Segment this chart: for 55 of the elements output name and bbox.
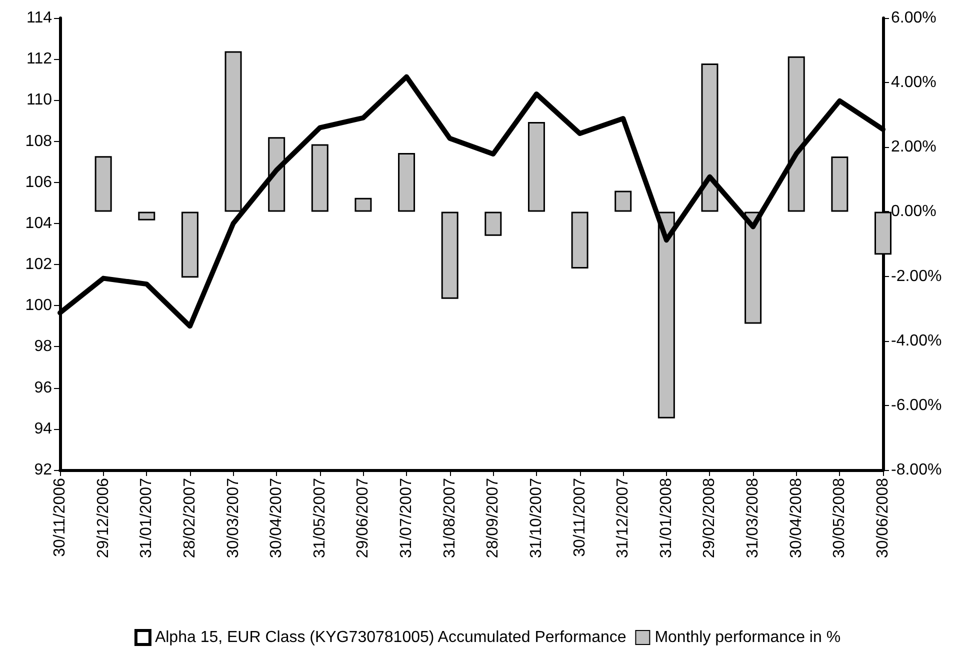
bar <box>398 152 416 212</box>
y-tick-label: 114 <box>26 10 52 26</box>
x-tick-label: 28/02/2007 <box>181 478 198 558</box>
y2-tick-label: -4.00% <box>891 332 942 350</box>
x-tick-label: 29/06/2007 <box>354 478 372 558</box>
y2-tick-label: -6.00% <box>891 396 942 414</box>
x-tick-label: 31/01/2007 <box>138 478 156 558</box>
y2-tick-label: 2.00% <box>891 138 936 156</box>
y2-tick-label: -2.00% <box>891 268 942 285</box>
legend-label: Monthly performance in % <box>654 629 841 646</box>
y-tick-label: 102 <box>25 256 52 274</box>
bar <box>94 156 112 212</box>
y-tick-label: 100 <box>25 297 52 314</box>
x-tick-label: 31/10/2007 <box>528 478 545 558</box>
bar <box>744 212 762 324</box>
y-tick-label: 110 <box>26 92 52 109</box>
x-tick-label: 28/09/2007 <box>484 478 502 558</box>
bar <box>484 212 502 236</box>
x-tick-label: 31/12/2007 <box>614 478 632 558</box>
bar <box>354 198 372 212</box>
x-tick-label: 31/05/2007 <box>311 478 328 558</box>
x-tick-label: 30/06/2008 <box>874 478 892 558</box>
bar <box>441 212 458 299</box>
bar <box>181 212 198 278</box>
x-tick-label: 31/08/2007 <box>441 478 458 558</box>
x-tick-label: 30/04/2007 <box>268 478 286 558</box>
x-tick-label: 30/04/2008 <box>788 478 805 558</box>
y-tick-label: 108 <box>25 132 52 150</box>
x-tick-label: 31/01/2008 <box>658 478 675 558</box>
bar <box>311 144 328 212</box>
bar <box>614 190 632 212</box>
x-tick-label: 30/11/2006 <box>52 478 68 557</box>
y-tick-label: 92 <box>34 462 52 478</box>
y2-tick-label: 0.00% <box>891 203 936 220</box>
x-tick-label: 30/05/2008 <box>831 478 848 558</box>
x-tick-label: 30/03/2007 <box>224 478 242 558</box>
y2-tick-label: 6.00% <box>891 10 936 26</box>
x-tick-label: 30/11/2007 <box>571 478 588 557</box>
bar <box>528 122 545 212</box>
y2-tick-label: -8.00% <box>891 462 942 478</box>
bar <box>831 156 848 212</box>
y-tick-label: 106 <box>25 174 52 191</box>
y-tick-label: 104 <box>25 214 52 232</box>
x-tick-label: 31/07/2007 <box>398 478 416 558</box>
y-tick-label: 94 <box>34 420 52 438</box>
y2-tick-label: 4.00% <box>891 74 936 92</box>
x-tick-label: 29/02/2008 <box>701 478 718 558</box>
bar <box>138 212 156 220</box>
legend-label: Alpha 15, EUR Class (KYG730781005) Accumulated Performance <box>154 629 626 646</box>
x-tick-label: 29/12/2006 <box>94 478 112 558</box>
y-tick-label: 98 <box>34 338 52 356</box>
y-tick-label: 112 <box>26 50 52 68</box>
x-tick-label: 31/03/2008 <box>744 478 762 558</box>
bar <box>571 212 588 269</box>
y-tick-label: 96 <box>34 379 52 396</box>
